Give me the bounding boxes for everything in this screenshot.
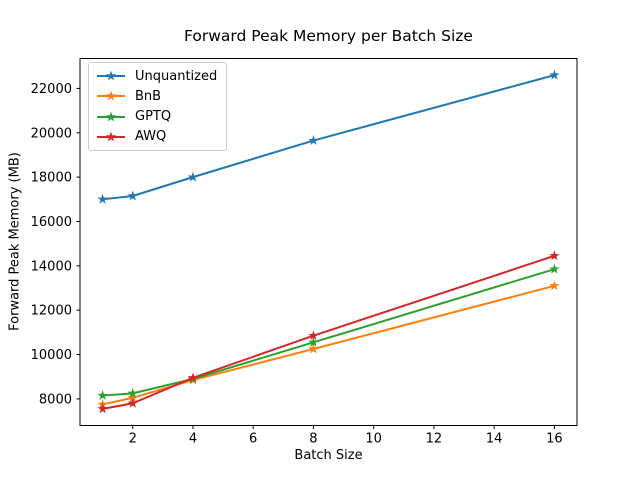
chart-title: Forward Peak Memory per Batch Size bbox=[184, 27, 473, 45]
data-point-unquantized bbox=[549, 69, 560, 80]
data-point-gptq bbox=[549, 263, 560, 274]
data-point-gptq bbox=[308, 336, 319, 347]
data-point-unquantized bbox=[187, 171, 199, 182]
axes-frame bbox=[79, 58, 578, 426]
legend-label: Unquantized bbox=[135, 68, 218, 84]
y-tick-label: 10000 bbox=[31, 348, 72, 363]
legend-label: AWQ bbox=[135, 129, 167, 145]
x-tick-label: 8 bbox=[309, 431, 317, 446]
data-point-unquantized bbox=[308, 135, 319, 145]
x-tick-label: 2 bbox=[129, 431, 137, 446]
data-point-awq bbox=[97, 403, 108, 414]
data-point-awq bbox=[187, 372, 199, 383]
legend-item-unquantized: Unquantized bbox=[96, 66, 226, 86]
data-point-awq bbox=[127, 397, 138, 408]
data-point-gptq bbox=[127, 387, 138, 398]
y-tick-label: 14000 bbox=[31, 259, 72, 274]
y-tick-label: 22000 bbox=[31, 82, 72, 97]
data-point-bnb bbox=[127, 392, 138, 403]
legend-marker-icon bbox=[97, 131, 125, 142]
x-axis-label: Batch Size bbox=[294, 448, 363, 463]
legend: Unquantized BnB GPTQ AWQ bbox=[88, 62, 227, 151]
data-point-bnb bbox=[549, 280, 560, 291]
legend-marker-icon bbox=[97, 111, 125, 122]
legend-marker-icon bbox=[97, 90, 125, 101]
data-point-awq bbox=[308, 330, 319, 341]
x-tick-label: 14 bbox=[486, 431, 503, 446]
x-tick-label: 6 bbox=[249, 431, 257, 446]
data-point-unquantized bbox=[97, 193, 108, 204]
x-tick-label: 16 bbox=[546, 431, 563, 446]
legend-item-awq: AWQ bbox=[96, 127, 226, 147]
legend-item-gptq: GPTQ bbox=[96, 107, 226, 127]
x-tick-label: 12 bbox=[426, 431, 443, 446]
legend-label: GPTQ bbox=[135, 109, 172, 125]
legend-marker-icon bbox=[97, 70, 125, 81]
x-tick-label: 4 bbox=[189, 431, 197, 446]
y-tick-label: 8000 bbox=[39, 392, 72, 407]
y-tick-label: 16000 bbox=[31, 215, 72, 230]
y-tick-label: 18000 bbox=[31, 171, 72, 186]
y-axis-label: Forward Peak Memory (MB) bbox=[7, 152, 23, 331]
series-line-gptq bbox=[101, 268, 556, 397]
data-point-awq bbox=[549, 250, 560, 261]
legend-label: BnB bbox=[135, 88, 162, 104]
data-point-unquantized bbox=[127, 190, 138, 201]
x-tick-label: 10 bbox=[365, 431, 382, 446]
data-point-gptq bbox=[97, 390, 108, 401]
y-tick-label: 20000 bbox=[31, 126, 72, 141]
y-tick-label: 12000 bbox=[31, 304, 72, 319]
legend-item-bnb: BnB bbox=[96, 86, 226, 106]
data-point-bnb bbox=[308, 343, 319, 354]
